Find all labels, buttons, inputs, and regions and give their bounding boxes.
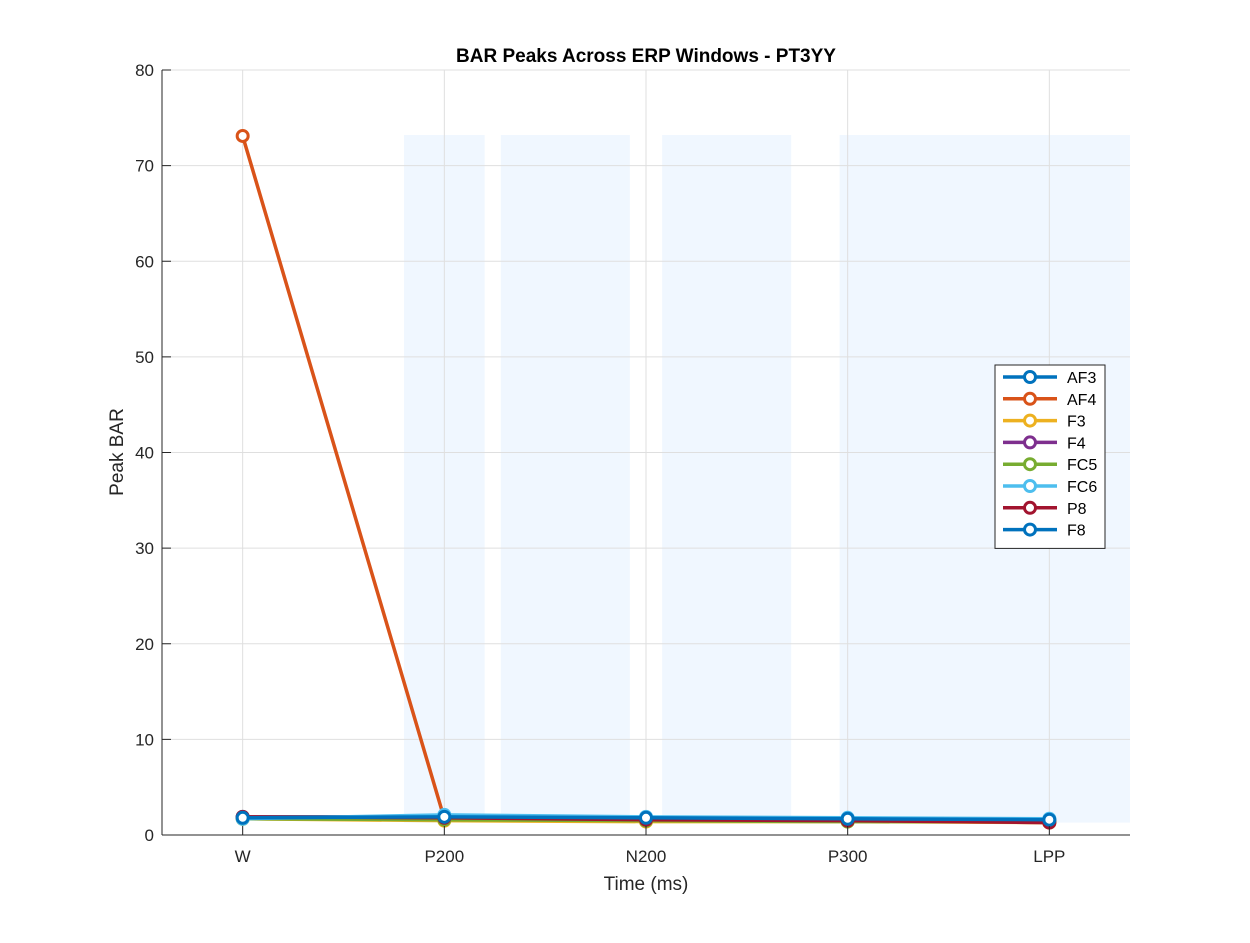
data-point-F8-LPP bbox=[1042, 812, 1057, 827]
legend-label-F4: F4 bbox=[1067, 435, 1086, 452]
legend-label-F8: F8 bbox=[1067, 523, 1086, 540]
legend-box bbox=[994, 364, 1106, 549]
legend-marker-F8 bbox=[1023, 522, 1037, 537]
legend-marker-FC6 bbox=[1023, 479, 1037, 493]
legend-marker-P8 bbox=[1023, 500, 1037, 515]
y-tick-label-2: 20 bbox=[135, 635, 154, 654]
legend-label-FC6: FC6 bbox=[1067, 479, 1097, 496]
y-tick-label-0: 0 bbox=[145, 826, 154, 845]
y-tick-label-1: 10 bbox=[135, 730, 154, 749]
y-tick-label-8: 80 bbox=[135, 61, 154, 80]
legend-label-AF3: AF3 bbox=[1067, 370, 1096, 387]
y-tick-label-3: 30 bbox=[135, 539, 154, 558]
legend: AF3 AF4 F3 F4 FC5 FC6 P8 F8 bbox=[994, 364, 1106, 549]
legend-label-F3: F3 bbox=[1067, 414, 1086, 431]
data-point-AF4-W bbox=[235, 128, 250, 143]
x-tick-label-P200: P200 bbox=[424, 847, 464, 866]
legend-label-AF4: AF4 bbox=[1067, 392, 1096, 409]
data-point-F8-P300 bbox=[840, 811, 855, 826]
legend-label-P8: P8 bbox=[1067, 501, 1087, 518]
y-tick-label-5: 50 bbox=[135, 348, 154, 367]
legend-marker-FC5 bbox=[1023, 457, 1037, 472]
x-tick-label-P300: P300 bbox=[828, 847, 868, 866]
x-tick-label-LPP: LPP bbox=[1033, 847, 1065, 866]
shaded-window-2 bbox=[500, 135, 630, 823]
y-tick-label-6: 60 bbox=[135, 252, 154, 271]
legend-marker-F4 bbox=[1023, 435, 1037, 450]
legend-label-FC5: FC5 bbox=[1067, 457, 1097, 474]
data-point-F8-W bbox=[235, 810, 250, 825]
data-point-F8-N200 bbox=[639, 810, 653, 825]
legend-marker-AF3 bbox=[1023, 370, 1037, 384]
y-axis-label: Peak BAR bbox=[107, 408, 128, 496]
shaded-window-3 bbox=[662, 135, 792, 823]
legend-marker-AF4 bbox=[1023, 391, 1037, 406]
legend-marker-F3 bbox=[1023, 413, 1037, 428]
axes bbox=[161, 69, 1130, 836]
y-tick-label-4: 40 bbox=[135, 444, 154, 463]
x-tick-label-W: W bbox=[235, 847, 251, 866]
x-axis-label: Time (ms) bbox=[604, 874, 689, 895]
x-tick-label-N200: N200 bbox=[626, 847, 667, 866]
series-lines bbox=[235, 128, 1057, 830]
data-point-F8-P200 bbox=[437, 809, 452, 824]
y-tick-label-7: 70 bbox=[135, 157, 154, 176]
chart-title: BAR Peaks Across ERP Windows - PT3YY bbox=[456, 46, 836, 67]
tick-labels: 0 10 20 30 40 50 60 70 80 W P200 N200 P300 LPP bbox=[135, 61, 1065, 866]
